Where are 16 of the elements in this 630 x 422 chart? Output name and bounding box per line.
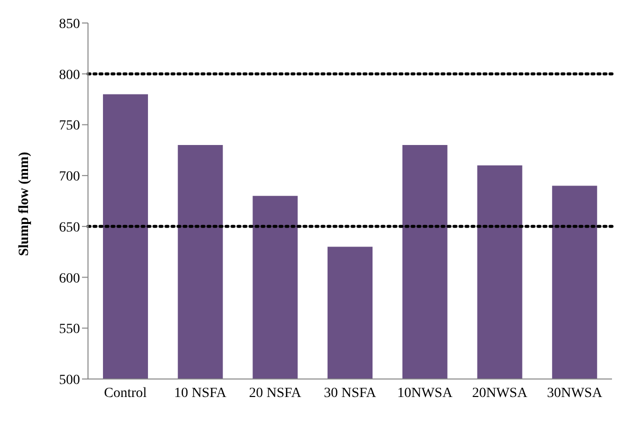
x-tick-label: Control	[104, 386, 147, 401]
x-tick-label: 10 NSFA	[174, 386, 228, 401]
y-tick-label: 850	[59, 16, 80, 32]
y-tick-label: 600	[59, 271, 80, 286]
y-tick-label: 700	[59, 170, 80, 185]
y-tick-label: 650	[59, 220, 80, 236]
y-axis-title: Slump flow (mm)	[16, 151, 32, 256]
y-tick-label: 750	[59, 118, 80, 134]
y-tick-label: 550	[59, 322, 80, 338]
x-tick-label: 20NWSA	[472, 386, 528, 401]
x-tick-label: 30 NSFA	[324, 386, 378, 401]
x-tick-label: 30NWSA	[546, 386, 604, 401]
y-tick-label: 500	[59, 372, 80, 388]
x-tick-label: 20 NSFA	[249, 386, 302, 401]
x-tick-label: 10NWSA	[397, 386, 454, 401]
y-tick-label: 800	[59, 68, 80, 83]
